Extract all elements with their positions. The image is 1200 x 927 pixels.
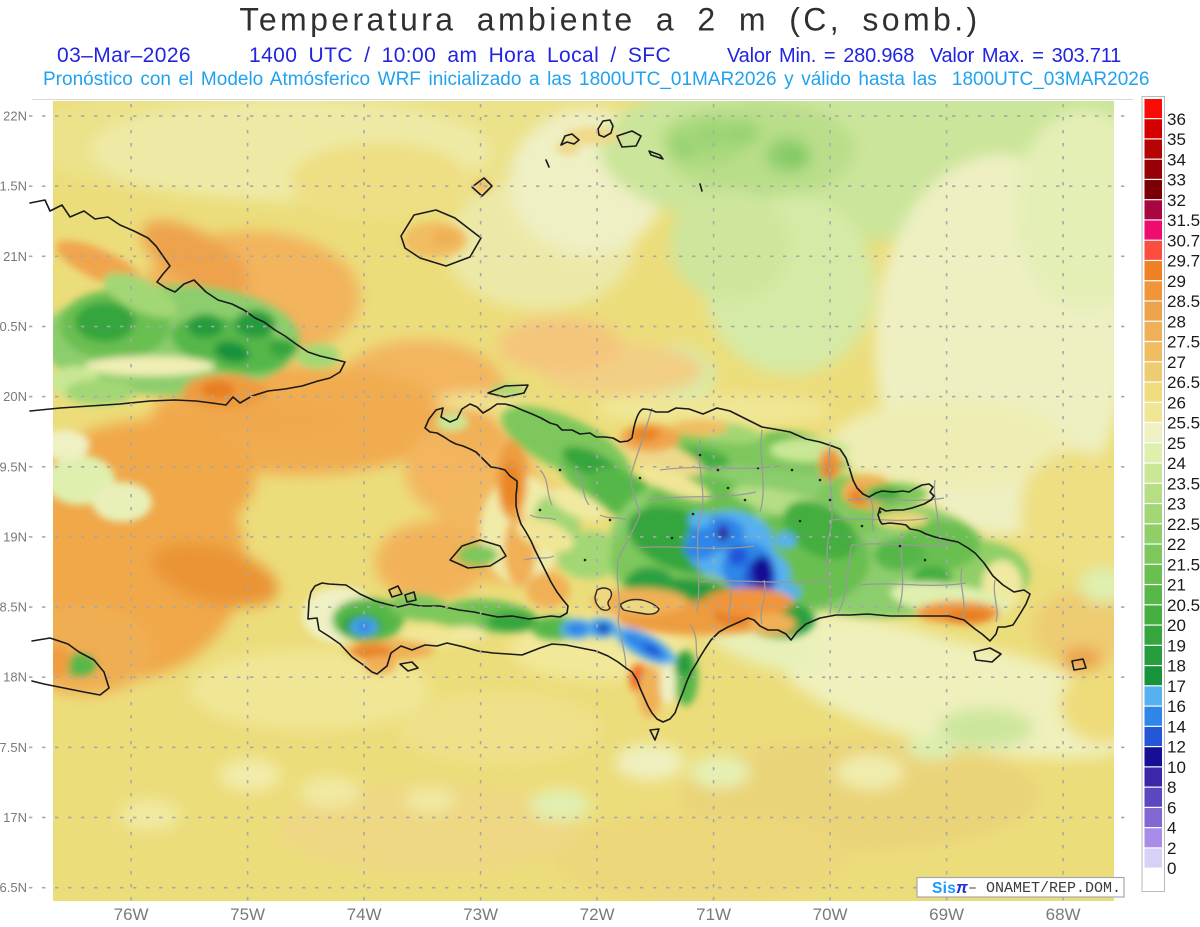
svg-text:22N: 22N — [3, 109, 27, 124]
svg-text:30.7: 30.7 — [1167, 231, 1200, 250]
svg-text:34: 34 — [1167, 150, 1186, 169]
svg-text:28.5: 28.5 — [1167, 292, 1200, 311]
svg-text:– ONAMET/REP.DOM.: – ONAMET/REP.DOM. — [968, 880, 1121, 897]
svg-text:19: 19 — [1167, 636, 1186, 655]
svg-text:Temperatura ambiente a 2 m (C,: Temperatura ambiente a 2 m (C, somb.) — [239, 2, 980, 38]
svg-text:17N: 17N — [3, 810, 27, 825]
svg-text:29.7: 29.7 — [1167, 252, 1200, 271]
svg-text:2: 2 — [1167, 839, 1176, 858]
svg-text:0: 0 — [1167, 859, 1176, 878]
svg-text:25: 25 — [1167, 434, 1186, 453]
svg-text:32: 32 — [1167, 191, 1186, 210]
svg-text:17: 17 — [1167, 677, 1186, 696]
svg-text:31.5: 31.5 — [1167, 211, 1200, 230]
svg-text:8: 8 — [1167, 778, 1176, 797]
svg-text:0.5N: 0.5N — [0, 319, 27, 334]
svg-text:12: 12 — [1167, 738, 1186, 757]
svg-text:33: 33 — [1167, 171, 1186, 190]
svg-text:71W: 71W — [696, 905, 731, 924]
svg-text:21.5: 21.5 — [1167, 555, 1200, 574]
svg-text:23: 23 — [1167, 495, 1186, 514]
svg-text:75W: 75W — [230, 905, 265, 924]
svg-text:19N: 19N — [3, 529, 27, 544]
svg-text:72W: 72W — [580, 905, 615, 924]
svg-text:7.5N: 7.5N — [0, 740, 27, 755]
svg-text:Valor Min. = 280.968 Valor Ma: Valor Min. = 280.968 Valor Max. = 303.71… — [727, 45, 1121, 67]
svg-text:18N: 18N — [3, 670, 27, 685]
svg-text:Sis: Sis — [932, 880, 956, 897]
svg-text:74W: 74W — [347, 905, 382, 924]
svg-text:70W: 70W — [813, 905, 848, 924]
svg-text:9.5N: 9.5N — [0, 459, 27, 474]
svg-text:68W: 68W — [1046, 905, 1081, 924]
svg-text:20: 20 — [1167, 616, 1186, 635]
svg-text:28: 28 — [1167, 312, 1186, 331]
svg-text:1.5N: 1.5N — [0, 179, 27, 194]
svg-text:6: 6 — [1167, 799, 1176, 818]
svg-text:22.5: 22.5 — [1167, 515, 1200, 534]
svg-text:21: 21 — [1167, 576, 1186, 595]
svg-text:18: 18 — [1167, 657, 1186, 676]
svg-text:14: 14 — [1167, 717, 1186, 736]
svg-text:20.5: 20.5 — [1167, 596, 1200, 615]
svg-text:10: 10 — [1167, 758, 1186, 777]
svg-text:29: 29 — [1167, 272, 1186, 291]
svg-text:8.5N: 8.5N — [0, 600, 27, 615]
svg-text:π: π — [956, 879, 968, 897]
svg-text:69W: 69W — [929, 905, 964, 924]
svg-text:22: 22 — [1167, 535, 1186, 554]
svg-text:26.5: 26.5 — [1167, 373, 1200, 392]
svg-text:23.5: 23.5 — [1167, 474, 1200, 493]
svg-text:73W: 73W — [463, 905, 498, 924]
svg-text:03–Mar–2026: 03–Mar–2026 — [57, 44, 191, 67]
svg-text:26: 26 — [1167, 393, 1186, 412]
svg-text:24: 24 — [1167, 454, 1186, 473]
svg-text:27: 27 — [1167, 353, 1186, 372]
svg-text:25.5: 25.5 — [1167, 414, 1200, 433]
svg-text:36: 36 — [1167, 110, 1186, 129]
svg-text:6.5N: 6.5N — [0, 880, 27, 895]
svg-text:21N: 21N — [3, 249, 27, 264]
svg-text:1400 UTC / 10:00 am Hora Local: 1400 UTC / 10:00 am Hora Local / SFC — [249, 44, 671, 67]
svg-text:16: 16 — [1167, 697, 1186, 716]
svg-text:20N: 20N — [3, 389, 27, 404]
svg-text:76W: 76W — [114, 905, 149, 924]
svg-text:27.5: 27.5 — [1167, 333, 1200, 352]
svg-text:Pronóstico con el Modelo Atmós: Pronóstico con el Modelo Atmósferico WRF… — [43, 69, 1149, 90]
svg-text:35: 35 — [1167, 130, 1186, 149]
svg-text:4: 4 — [1167, 819, 1176, 838]
